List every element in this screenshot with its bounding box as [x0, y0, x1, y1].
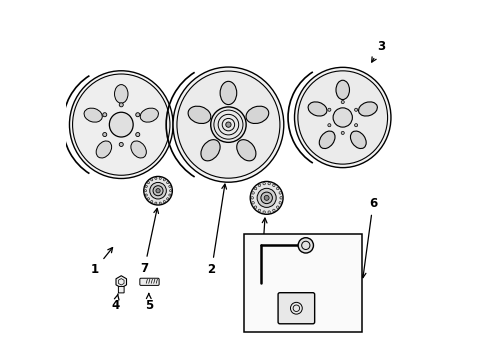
- Ellipse shape: [149, 183, 166, 199]
- Circle shape: [258, 184, 260, 186]
- Circle shape: [150, 179, 153, 181]
- Ellipse shape: [220, 81, 236, 105]
- Circle shape: [263, 211, 265, 213]
- Circle shape: [341, 100, 344, 104]
- Circle shape: [147, 198, 149, 200]
- Circle shape: [163, 201, 165, 203]
- Ellipse shape: [177, 71, 279, 178]
- FancyBboxPatch shape: [118, 287, 124, 293]
- Circle shape: [155, 202, 157, 204]
- Ellipse shape: [257, 188, 276, 207]
- Ellipse shape: [96, 141, 111, 158]
- Ellipse shape: [109, 112, 133, 137]
- Circle shape: [168, 185, 171, 188]
- Circle shape: [144, 190, 146, 192]
- Ellipse shape: [236, 140, 255, 161]
- Circle shape: [251, 202, 254, 204]
- Circle shape: [254, 206, 256, 208]
- Ellipse shape: [319, 131, 334, 149]
- Circle shape: [250, 197, 253, 199]
- Circle shape: [166, 181, 168, 184]
- Circle shape: [145, 185, 147, 188]
- Circle shape: [298, 238, 313, 253]
- Ellipse shape: [69, 71, 173, 179]
- Circle shape: [166, 198, 168, 200]
- Ellipse shape: [294, 67, 390, 168]
- Ellipse shape: [245, 106, 268, 123]
- Ellipse shape: [358, 102, 377, 116]
- Circle shape: [263, 183, 265, 185]
- Ellipse shape: [72, 74, 170, 175]
- Circle shape: [258, 209, 260, 212]
- Text: 3: 3: [371, 40, 384, 62]
- Circle shape: [267, 211, 270, 213]
- Ellipse shape: [131, 141, 146, 158]
- FancyBboxPatch shape: [278, 293, 314, 324]
- Circle shape: [145, 194, 147, 196]
- Ellipse shape: [210, 107, 245, 142]
- FancyBboxPatch shape: [244, 234, 362, 332]
- Text: 6: 6: [361, 197, 376, 278]
- Ellipse shape: [250, 181, 283, 214]
- Ellipse shape: [173, 67, 283, 182]
- Ellipse shape: [143, 176, 172, 205]
- Ellipse shape: [156, 189, 160, 193]
- Circle shape: [279, 197, 282, 199]
- Ellipse shape: [264, 195, 268, 200]
- Ellipse shape: [140, 108, 158, 122]
- Circle shape: [119, 103, 123, 107]
- Circle shape: [267, 183, 270, 185]
- Circle shape: [272, 184, 275, 186]
- Ellipse shape: [350, 131, 366, 149]
- Circle shape: [354, 123, 357, 127]
- FancyBboxPatch shape: [140, 278, 159, 285]
- Circle shape: [150, 201, 153, 203]
- Circle shape: [155, 177, 157, 179]
- Circle shape: [276, 187, 278, 190]
- Circle shape: [102, 113, 106, 117]
- Circle shape: [327, 108, 330, 111]
- Ellipse shape: [332, 108, 352, 127]
- Circle shape: [276, 206, 278, 208]
- Ellipse shape: [261, 192, 272, 204]
- Circle shape: [136, 113, 140, 117]
- Ellipse shape: [225, 122, 231, 127]
- Polygon shape: [116, 276, 126, 288]
- Circle shape: [354, 108, 357, 111]
- Circle shape: [168, 194, 171, 196]
- Text: 2: 2: [207, 184, 226, 276]
- Circle shape: [136, 132, 140, 136]
- Circle shape: [327, 123, 330, 127]
- Circle shape: [159, 202, 161, 204]
- Circle shape: [119, 143, 123, 147]
- Circle shape: [279, 192, 281, 194]
- Circle shape: [159, 177, 161, 179]
- Ellipse shape: [114, 85, 128, 103]
- Text: 1: 1: [91, 248, 112, 276]
- Ellipse shape: [297, 71, 387, 164]
- Text: 4: 4: [111, 294, 119, 312]
- Text: 5: 5: [144, 293, 153, 312]
- Circle shape: [341, 131, 344, 135]
- Circle shape: [279, 202, 281, 204]
- Circle shape: [272, 209, 275, 212]
- Text: 8: 8: [257, 218, 266, 275]
- Ellipse shape: [335, 80, 349, 100]
- Ellipse shape: [84, 108, 102, 122]
- Circle shape: [169, 190, 171, 192]
- Circle shape: [163, 179, 165, 181]
- Ellipse shape: [153, 186, 163, 196]
- Circle shape: [254, 187, 256, 190]
- Ellipse shape: [201, 140, 220, 161]
- Text: 7: 7: [140, 208, 158, 275]
- Circle shape: [251, 192, 254, 194]
- Circle shape: [102, 132, 106, 136]
- Ellipse shape: [307, 102, 326, 116]
- Circle shape: [147, 181, 149, 184]
- Ellipse shape: [188, 106, 210, 123]
